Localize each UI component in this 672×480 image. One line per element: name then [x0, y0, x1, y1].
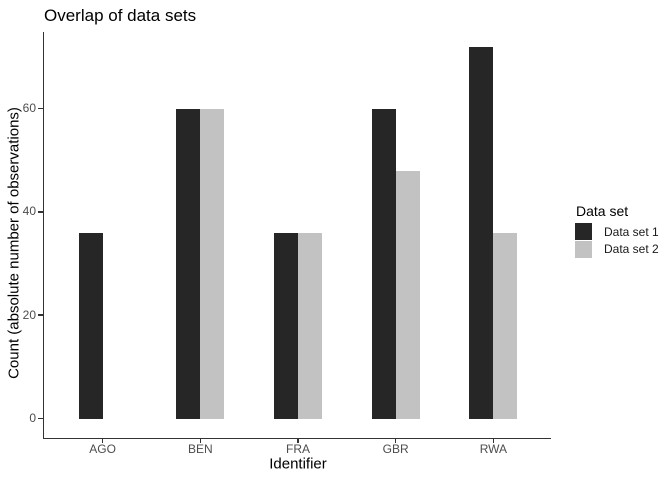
x-tick-mark: [297, 438, 299, 443]
bar-ago-series1: [78, 233, 103, 420]
y-tick-mark: [38, 417, 44, 420]
legend-item-dataset1: Data set 1: [575, 223, 659, 241]
y-tick-mark: [38, 314, 44, 316]
x-axis-tick-label: RWA: [479, 442, 508, 456]
x-tick-mark: [199, 438, 202, 443]
x-tick-mark: [492, 438, 495, 443]
bar-ben-series1: [176, 109, 201, 420]
x-axis-title: Identifier: [269, 455, 327, 473]
x-tick-mark: [394, 438, 397, 443]
y-tick-mark: [38, 107, 44, 110]
legend-item-dataset2: Data set 2: [575, 240, 659, 259]
x-axis-tick-label: GBR: [382, 442, 409, 456]
legend-label-dataset1: Data set 1: [604, 224, 659, 239]
y-axis-tick-label: 0: [29, 411, 36, 425]
legend-title: Data set: [576, 203, 629, 219]
legend-key-dataset1: [575, 223, 592, 241]
plot-panel: [43, 32, 551, 439]
bar-gbr-series1: [371, 109, 396, 420]
x-tick-mark: [101, 438, 104, 443]
y-axis-tick-label: 60: [22, 100, 36, 115]
y-axis-tick-label: 40: [22, 204, 36, 219]
bar-ben-series2: [200, 109, 225, 420]
y-axis-tick-label: 20: [22, 307, 36, 322]
bar-rwa-series1: [469, 47, 494, 420]
x-axis-tick-label: FRA: [286, 442, 310, 456]
x-axis-tick-label: BEN: [187, 442, 213, 456]
x-axis-tick-label: AGO: [89, 442, 116, 456]
bar-rwa-series2: [493, 233, 518, 420]
y-tick-mark: [38, 211, 44, 213]
legend-label-dataset2: Data set 2: [604, 242, 659, 257]
legend-key-dataset2: [575, 240, 592, 258]
chart-title: Overlap of data sets: [44, 6, 197, 25]
legend: Data set Data set 1 Data set 2: [575, 203, 659, 258]
bar-gbr-series2: [395, 171, 420, 420]
bar-fra-series1: [274, 233, 298, 420]
bar-fra-series2: [298, 233, 322, 420]
